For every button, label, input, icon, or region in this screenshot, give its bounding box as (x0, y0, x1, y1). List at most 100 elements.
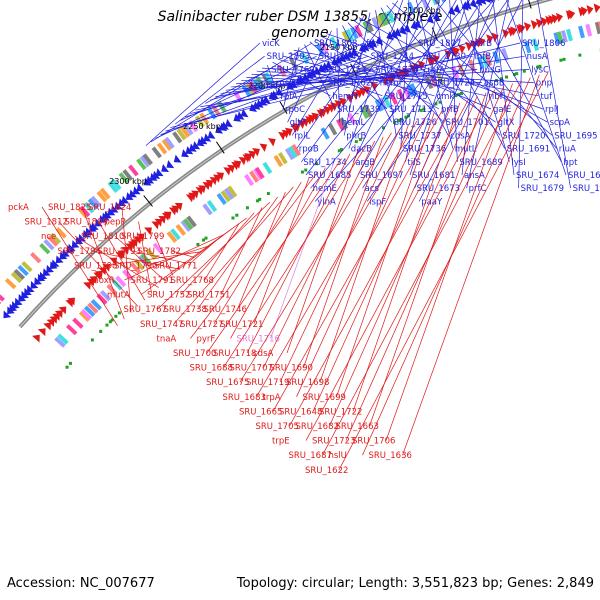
gc-mark (196, 242, 200, 246)
reverse-gene-arrow (188, 192, 196, 201)
reverse-gene-arrow (174, 202, 183, 211)
reverse-label-connector (230, 167, 326, 339)
forward-gene-block (87, 198, 99, 210)
reverse-gene-block (145, 248, 157, 260)
forward-label-connector (409, 0, 469, 176)
reverse-label-connector (286, 149, 359, 354)
reverse-label-connector (41, 206, 118, 326)
reverse-gene-arrow (233, 160, 242, 169)
forward-gene-label: SRU_1674 (516, 171, 559, 181)
forward-gene-label: SRU_1807 (418, 39, 461, 49)
reverse-gene-arrow (278, 131, 286, 141)
gc-mark (231, 216, 235, 220)
forward-gene-block (49, 232, 62, 245)
reverse-label-connector (246, 153, 351, 354)
forward-label-connector (195, 55, 473, 111)
gc-mark (522, 69, 526, 73)
reverse-gene-label: SRU_1722 (319, 407, 362, 417)
reverse-label-connector (402, 74, 540, 456)
forward-gene-arrow (335, 55, 343, 65)
reverse-gene-block (175, 223, 187, 236)
forward-gene-arrow (236, 111, 245, 120)
reverse-gene-block (273, 154, 284, 168)
reverse-label-connector (81, 206, 125, 320)
forward-label-connector (288, 52, 487, 97)
reverse-gene-label: SRU_1738 (164, 305, 207, 315)
forward-gene-block (83, 201, 95, 214)
reverse-gene-label: SRU_1825 (48, 203, 91, 213)
gc-mark (562, 57, 566, 61)
reverse-gene-block (374, 99, 384, 112)
reverse-gene-arrow (565, 10, 573, 20)
reverse-gene-arrow (223, 167, 232, 176)
gc-mark (235, 213, 239, 217)
scale-tick-label: 2150 kbp (320, 43, 358, 52)
forward-label-connector (424, 0, 506, 149)
forward-gene-block (136, 158, 147, 171)
forward-gene-block (156, 142, 168, 155)
reverse-gene-arrow (334, 100, 343, 109)
forward-gene-label: galE (493, 105, 511, 115)
reverse-gene-arrow (551, 14, 559, 24)
forward-gene-label: vicK (262, 39, 280, 49)
gc-mark (354, 140, 358, 144)
reverse-gene-label: pckA (8, 203, 29, 213)
gc-mark (459, 91, 463, 95)
reverse-gene-arrow (158, 215, 167, 224)
forward-gene-label: SRU_1720 (502, 131, 545, 141)
reverse-gene-block (65, 324, 78, 336)
forward-gene-arrow (321, 62, 330, 72)
reverse-gene-block (220, 190, 231, 203)
forward-gene-block (43, 238, 55, 251)
gc-mark (505, 75, 509, 79)
reverse-gene-arrow (89, 276, 98, 284)
reverse-label-connector (131, 250, 188, 264)
reverse-gene-label: SRU_1809 (65, 218, 108, 228)
forward-gene-arrow (369, 38, 378, 48)
forward-gene-arrow (469, 0, 478, 8)
forward-gene-arrow (487, 0, 494, 3)
forward-gene-block (4, 278, 17, 290)
reverse-gene-block (585, 23, 593, 37)
forward-gene-label: rluA (559, 145, 576, 155)
forward-gene-label: ansA (464, 171, 485, 181)
forward-label-connector (230, 69, 530, 88)
forward-gene-label: rpoB (299, 145, 319, 155)
reverse-gene-block (170, 228, 181, 241)
forward-label-connector (305, 0, 447, 176)
gc-mark (457, 93, 461, 97)
forward-gene-arrow (410, 20, 419, 31)
reverse-gene-block (186, 215, 197, 228)
reverse-gene-arrow (154, 218, 163, 227)
reverse-gene-block (287, 146, 298, 159)
reverse-label-connector (197, 196, 278, 310)
forward-gene-label: SRU_1730 (423, 52, 466, 62)
forward-gene-arrow (240, 108, 249, 118)
forward-gene-arrow (464, 0, 472, 10)
reverse-gene-label: SRU_1699 (303, 393, 346, 403)
reverse-gene-label: SRU_1768 (171, 276, 214, 286)
forward-gene-arrow (155, 168, 164, 177)
reverse-gene-label: SRU_1707 (230, 364, 273, 374)
gc-mark (105, 323, 109, 327)
reverse-gene-arrow (133, 236, 142, 245)
reverse-gene-arrow (318, 108, 327, 118)
reverse-gene-block (278, 152, 288, 165)
reverse-label-connector (385, 83, 513, 441)
forward-gene-arrow (51, 259, 60, 268)
gc-mark (117, 311, 121, 315)
forward-gene-block (188, 120, 199, 133)
reverse-gene-label: SRU_1751 (187, 291, 230, 301)
reverse-gene-arrow (311, 112, 319, 122)
reverse-gene-arrow (555, 12, 564, 23)
forward-gene-label: SRU_1737 (398, 131, 441, 141)
scale-tick-label: 2100 kbp (403, 6, 441, 15)
reverse-gene-label: SRU_1721 (220, 320, 263, 330)
forward-label-connector (320, 35, 492, 110)
forward-gene-block (30, 252, 42, 264)
forward-gene-label: lysI (511, 158, 525, 168)
forward-gene-label: mutL (455, 145, 477, 155)
reverse-label-connector (256, 120, 418, 397)
reverse-gene-label: SRU_1683 (223, 393, 266, 403)
reverse-gene-block (244, 173, 255, 187)
